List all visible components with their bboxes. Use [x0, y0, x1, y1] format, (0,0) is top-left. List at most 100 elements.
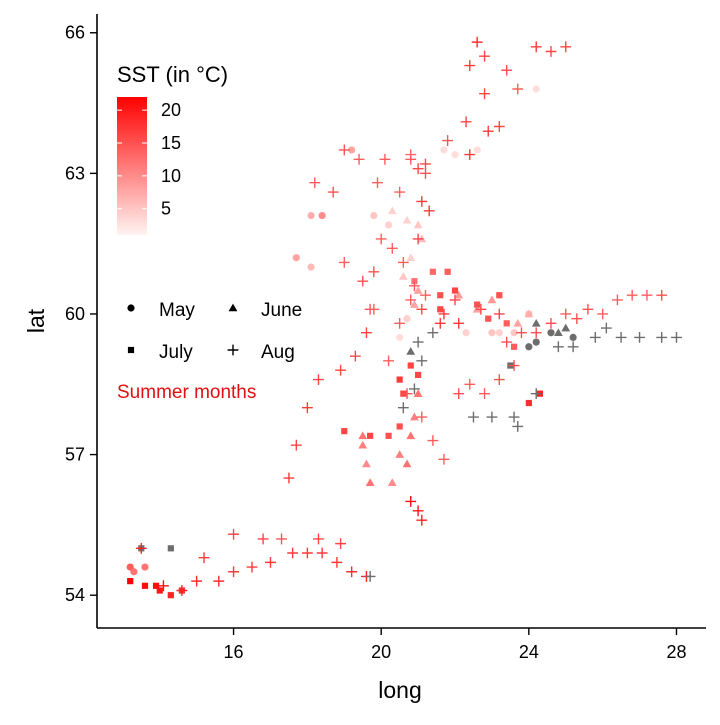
point-may [473, 146, 481, 154]
series-july [127, 268, 544, 599]
point-july [156, 587, 163, 594]
point-july [396, 423, 403, 430]
point-aug [560, 41, 572, 53]
point-aug [420, 289, 431, 301]
point-aug [438, 308, 450, 320]
point-aug [493, 374, 505, 385]
point-aug [600, 322, 612, 334]
point-aug [671, 332, 682, 343]
point-july [503, 320, 510, 327]
point-may [525, 343, 533, 351]
point-may [384, 221, 393, 229]
point-aug [493, 121, 505, 132]
point-july [127, 578, 134, 585]
x-tick-label: 16 [224, 642, 244, 662]
point-june [413, 220, 423, 229]
point-june [362, 459, 371, 468]
point-aug [405, 153, 417, 165]
point-july [429, 268, 436, 275]
point-aug [486, 411, 498, 423]
point-aug [423, 205, 435, 217]
point-may [307, 211, 315, 220]
point-aug [409, 280, 420, 292]
point-aug [409, 383, 420, 395]
point-june [387, 206, 397, 215]
point-aug [597, 308, 609, 320]
point-may [141, 563, 149, 571]
point-june [406, 431, 416, 440]
point-aug [416, 196, 428, 207]
point-aug [276, 533, 287, 545]
point-aug [397, 257, 409, 268]
point-aug [394, 186, 406, 198]
point-aug [375, 233, 387, 245]
point-aug [560, 308, 572, 320]
point-aug [468, 411, 479, 423]
point-aug [501, 336, 513, 348]
point-aug [335, 364, 346, 376]
point-aug [571, 313, 583, 325]
point-aug [158, 580, 169, 592]
point-may [440, 146, 448, 154]
point-aug [567, 341, 579, 353]
point-july [415, 371, 422, 379]
x-axis-label: long [378, 677, 421, 703]
point-may [495, 329, 503, 337]
point-july [437, 306, 444, 313]
x-tick-label: 24 [519, 642, 539, 662]
point-aug [545, 317, 557, 329]
point-july [396, 376, 403, 383]
shape-legend-label: June [261, 300, 302, 321]
point-june [365, 478, 375, 487]
point-aug [331, 556, 343, 568]
point-aug [191, 575, 203, 587]
color-legend-tick-label: 5 [161, 199, 171, 219]
point-may [462, 329, 470, 337]
point-aug [228, 566, 239, 578]
point-aug [516, 327, 527, 339]
point-june [487, 295, 497, 304]
point-aug [464, 60, 476, 71]
point-aug [582, 303, 594, 315]
shape-legend-label: May [159, 300, 195, 321]
point-aug [416, 514, 428, 526]
point-june [402, 215, 412, 224]
color-legend-ticks: 5 10 15 20 [117, 100, 181, 219]
point-july [496, 292, 503, 299]
color-legend-title: SST (in °C) [117, 62, 228, 87]
point-aug [335, 538, 346, 550]
point-aug [434, 317, 446, 329]
color-legend-tick-label: 15 [161, 133, 181, 153]
point-aug [427, 435, 439, 446]
point-aug [383, 355, 394, 367]
point-aug [338, 144, 350, 156]
point-may [292, 254, 300, 262]
point-aug [512, 83, 524, 95]
shape-legend-label: July [159, 342, 193, 363]
point-june [387, 478, 397, 487]
point-july [152, 582, 160, 589]
point-aug [530, 388, 542, 400]
point-aug [301, 547, 313, 559]
point-aug [338, 257, 350, 268]
point-may [370, 211, 378, 220]
point-aug [353, 153, 365, 165]
point-june [413, 389, 423, 397]
plus-icon [227, 344, 239, 356]
point-july [437, 292, 444, 299]
point-aug [361, 327, 372, 339]
y-axis-label: lat [23, 308, 49, 333]
point-july [141, 582, 149, 589]
point-july [407, 362, 414, 369]
point-aug [412, 336, 424, 348]
point-aug [479, 388, 490, 400]
shape-legend-item-june: June [228, 300, 302, 321]
point-aug [464, 378, 476, 390]
point-aug [427, 327, 439, 339]
point-aug [394, 317, 406, 329]
y-tick-label: 66 [65, 23, 85, 43]
point-aug [420, 158, 431, 170]
point-aug [313, 533, 324, 545]
point-july [474, 301, 481, 308]
point-june [406, 347, 416, 355]
